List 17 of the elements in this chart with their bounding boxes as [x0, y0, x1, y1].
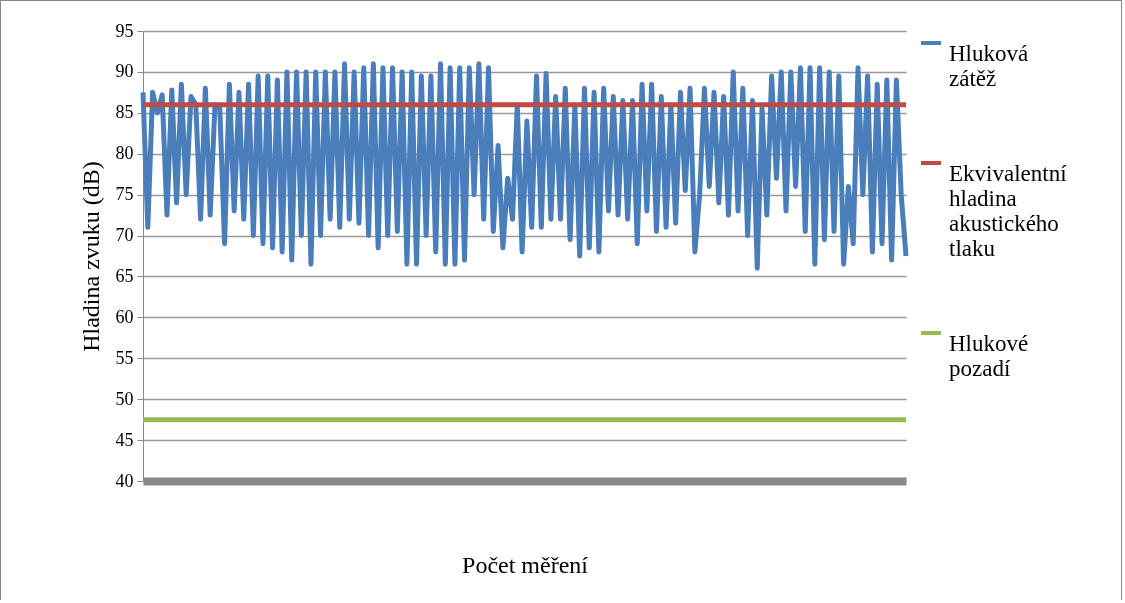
y-tick-label: 70	[115, 225, 134, 246]
y-tick-label: 60	[115, 306, 134, 327]
legend-label: Ekvivalentní hladina akustického tlaku	[949, 161, 1068, 261]
y-tick-label: 95	[115, 20, 134, 41]
y-tick-label: 55	[115, 347, 134, 368]
y-tick-label: 90	[115, 61, 134, 82]
y-tick-label: 80	[115, 143, 134, 164]
y-tick-label: 40	[115, 470, 134, 491]
y-tick-label: 75	[115, 184, 134, 205]
y-tick-label: 85	[115, 102, 134, 123]
y-tick-label: 65	[115, 265, 134, 286]
y-tick-label: 45	[115, 429, 134, 450]
x-axis-title: Počet měření	[462, 551, 589, 578]
legend-label: Hlukové pozadí	[949, 331, 1029, 381]
y-axis-title: Hladina zvuku (dB)	[77, 161, 104, 352]
legend-label: Hluková zátěž	[949, 41, 1029, 91]
y-tick-label: 50	[115, 388, 134, 409]
